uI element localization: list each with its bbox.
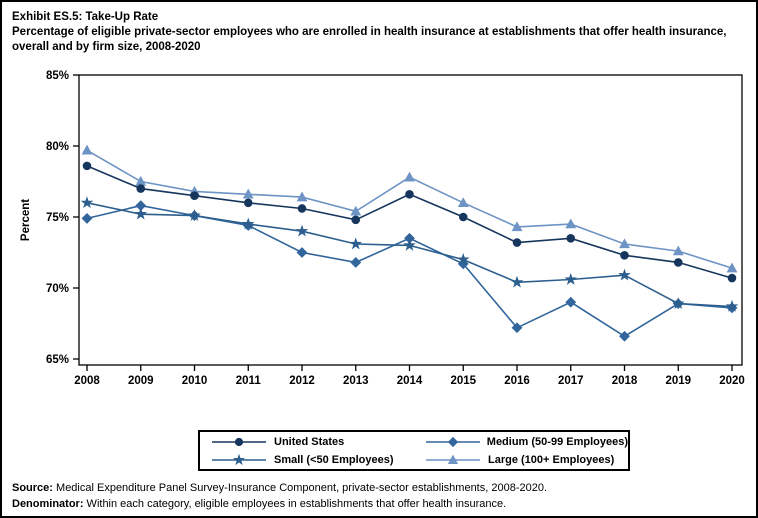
x-tick-label: 2009: [128, 375, 154, 387]
legend-label: Medium (50-99 Employees): [486, 435, 628, 448]
x-tick-label: 2010: [182, 375, 208, 387]
footnotes: Source: Medical Expenditure Panel Survey…: [12, 480, 752, 512]
source-text: Medical Expenditure Panel Survey-Insuran…: [52, 482, 548, 494]
series-large-100-employees: [81, 144, 738, 273]
x-tick-label: 2014: [397, 375, 423, 387]
legend-item-united-states: United States: [200, 433, 414, 451]
y-tick-label: 70%: [46, 283, 69, 295]
x-tick-label: 2013: [343, 375, 369, 387]
x-tick-label: 2018: [612, 375, 638, 387]
x-tick-label: 2011: [236, 375, 262, 387]
diamond-marker-icon: [212, 453, 266, 465]
denominator-note: Denominator: Within each category, eligi…: [12, 496, 752, 512]
series-united-states: [82, 161, 737, 283]
series-line: [86, 149, 733, 269]
title-block: Exhibit ES.5: Take-Up Rate Percentage of…: [12, 10, 748, 55]
x-tick-label: 2012: [289, 375, 315, 387]
chart-title: Exhibit ES.5: Take-Up Rate: [12, 11, 159, 23]
y-tick-label: 65%: [46, 354, 69, 366]
source-label: Source:: [12, 482, 53, 494]
x-tick-label: 2020: [719, 375, 745, 387]
x-tick-label: 2008: [74, 375, 100, 387]
legend-item-small: Medium (50-99 Employees): [414, 433, 628, 451]
source-note: Source: Medical Expenditure Panel Survey…: [12, 480, 752, 496]
takeup-rate-line-chart: 85% 80% 75% 70% 65% 2008 2009 2010 2011 2012 2013 2…: [20, 70, 745, 387]
y-axis-title: Percent: [20, 199, 32, 241]
legend-item-medium: Small (<50 Employees): [200, 451, 414, 469]
chart-legend: United States Medium (50-99 Employees) S…: [198, 430, 630, 471]
denominator-label: Denominator:: [12, 498, 84, 510]
series-line: [86, 204, 733, 338]
x-tick-label: 2015: [450, 375, 476, 387]
legend-item-large: Large (100+ Employees): [414, 451, 628, 469]
denominator-text: Within each category, eligible employees…: [83, 498, 507, 510]
x-tick-label: 2016: [504, 375, 530, 387]
y-tick-label: 80%: [46, 141, 69, 153]
series-medium-50-99-employees: [81, 200, 738, 342]
series-line: [86, 202, 733, 308]
legend-label: United States: [274, 435, 345, 448]
x-tick-label: 2019: [665, 375, 691, 387]
circle-marker-icon: [212, 437, 266, 446]
star-marker-icon: [426, 436, 480, 447]
plot-frame: [78, 74, 743, 366]
series-small-50-employees: [80, 196, 739, 312]
triangle-marker-icon: [426, 454, 480, 464]
chart-subtitle: Percentage of eligible private-sector em…: [12, 26, 727, 53]
legend-label: Small (<50 Employees): [274, 453, 394, 466]
legend-label: Large (100+ Employees): [488, 453, 615, 466]
y-tick-label: 75%: [46, 212, 69, 224]
series-line: [86, 165, 733, 279]
y-tick-label: 85%: [46, 70, 69, 82]
x-tick-label: 2017: [558, 375, 584, 387]
